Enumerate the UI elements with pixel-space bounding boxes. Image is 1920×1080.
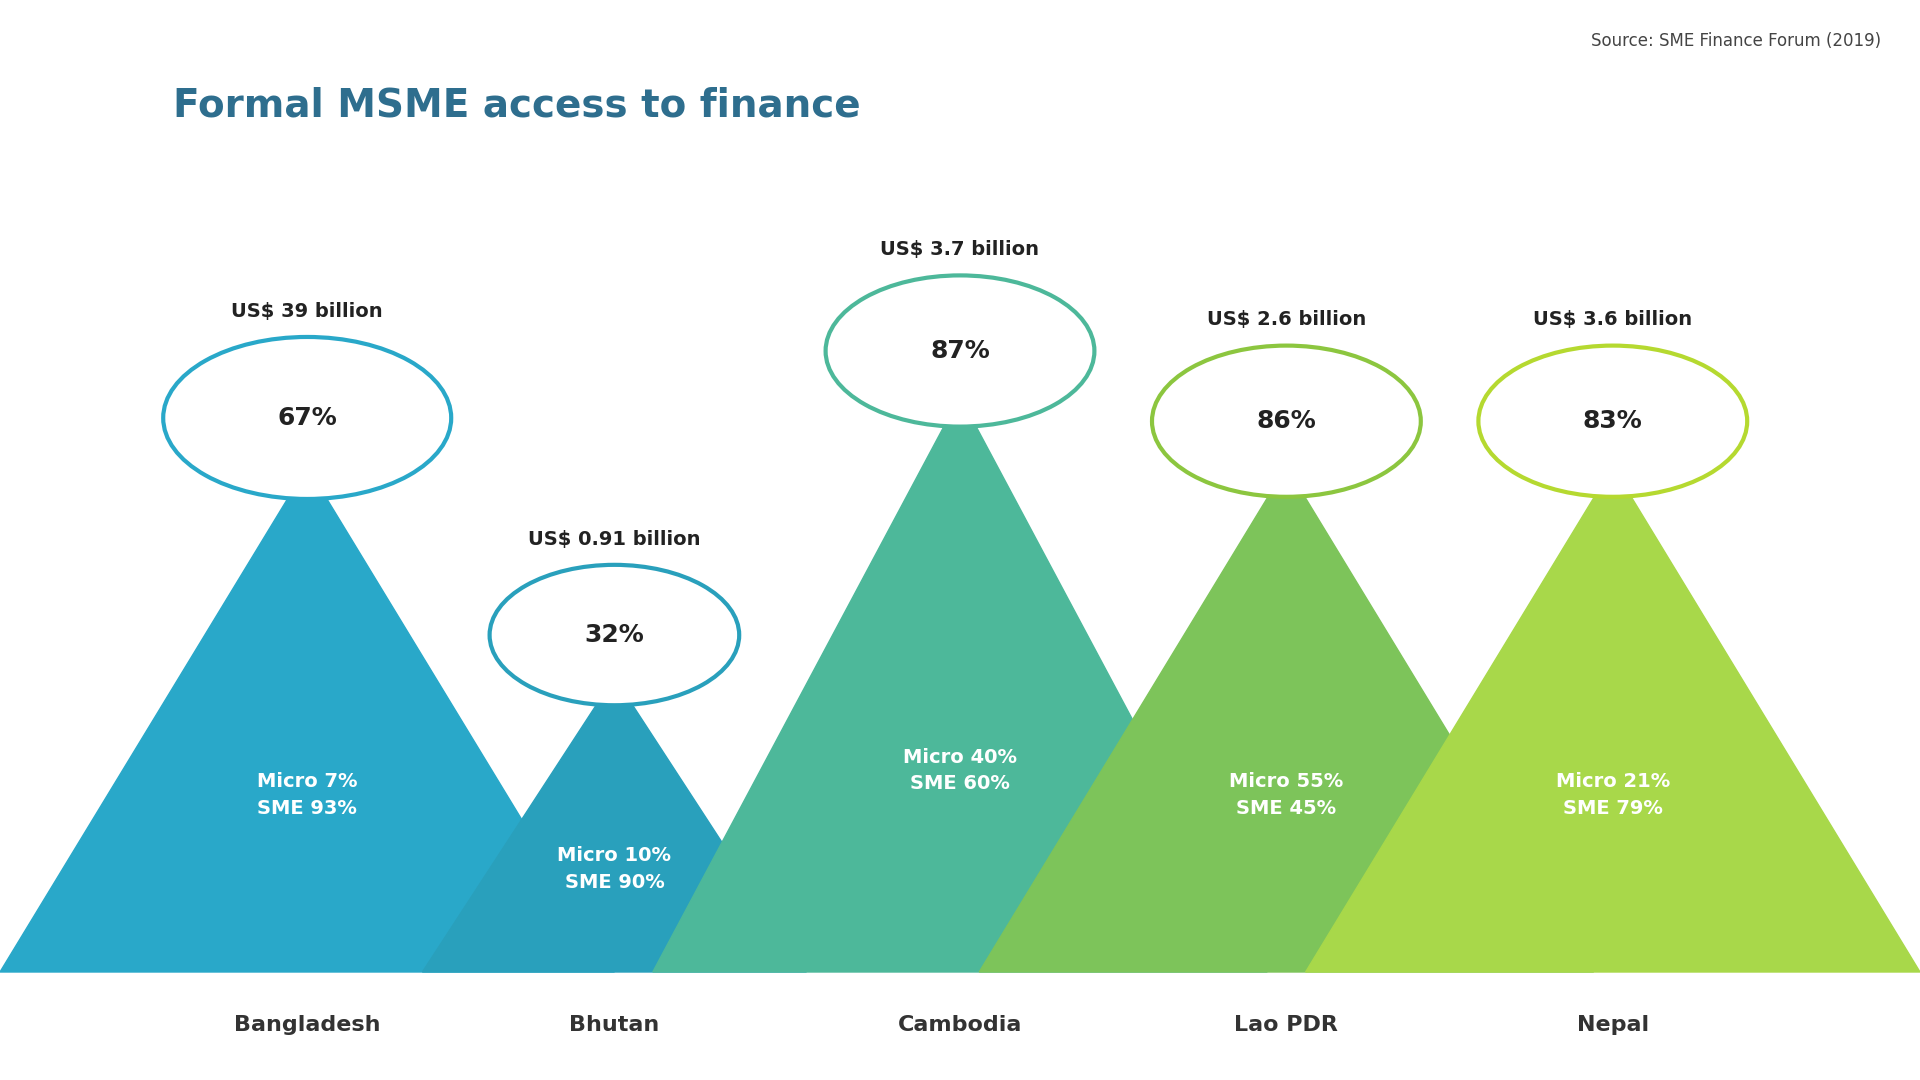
Text: Bangladesh: Bangladesh	[234, 1015, 380, 1036]
Text: Bhutan: Bhutan	[568, 1015, 660, 1036]
Text: US$ 3.7 billion: US$ 3.7 billion	[881, 240, 1039, 259]
Text: Micro 10%
SME 90%: Micro 10% SME 90%	[557, 846, 672, 892]
Text: 32%: 32%	[584, 623, 645, 647]
Polygon shape	[0, 467, 614, 972]
Text: Micro 40%
SME 60%: Micro 40% SME 60%	[902, 747, 1018, 794]
Circle shape	[1478, 346, 1747, 497]
Text: Micro 21%
SME 79%: Micro 21% SME 79%	[1555, 772, 1670, 818]
Circle shape	[490, 565, 739, 705]
Text: Nepal: Nepal	[1576, 1015, 1649, 1036]
Text: Cambodia: Cambodia	[899, 1015, 1021, 1036]
Text: US$ 39 billion: US$ 39 billion	[232, 301, 382, 321]
Text: US$ 2.6 billion: US$ 2.6 billion	[1208, 310, 1365, 329]
Text: Micro 55%
SME 45%: Micro 55% SME 45%	[1229, 772, 1344, 818]
Circle shape	[163, 337, 451, 499]
Text: 83%: 83%	[1582, 409, 1644, 433]
Text: Micro 7%
SME 93%: Micro 7% SME 93%	[257, 772, 357, 818]
Polygon shape	[422, 677, 806, 972]
Text: US$ 0.91 billion: US$ 0.91 billion	[528, 529, 701, 549]
Text: 87%: 87%	[929, 339, 991, 363]
Polygon shape	[653, 396, 1267, 972]
Polygon shape	[979, 467, 1594, 972]
Text: Formal MSME access to finance: Formal MSME access to finance	[173, 86, 860, 124]
Circle shape	[826, 275, 1094, 427]
Text: 86%: 86%	[1256, 409, 1317, 433]
Text: Lao PDR: Lao PDR	[1235, 1015, 1338, 1036]
Text: US$ 3.6 billion: US$ 3.6 billion	[1534, 310, 1692, 329]
Text: Source: SME Finance Forum (2019): Source: SME Finance Forum (2019)	[1592, 32, 1882, 51]
Polygon shape	[1306, 467, 1920, 972]
Circle shape	[1152, 346, 1421, 497]
Text: 67%: 67%	[276, 406, 338, 430]
